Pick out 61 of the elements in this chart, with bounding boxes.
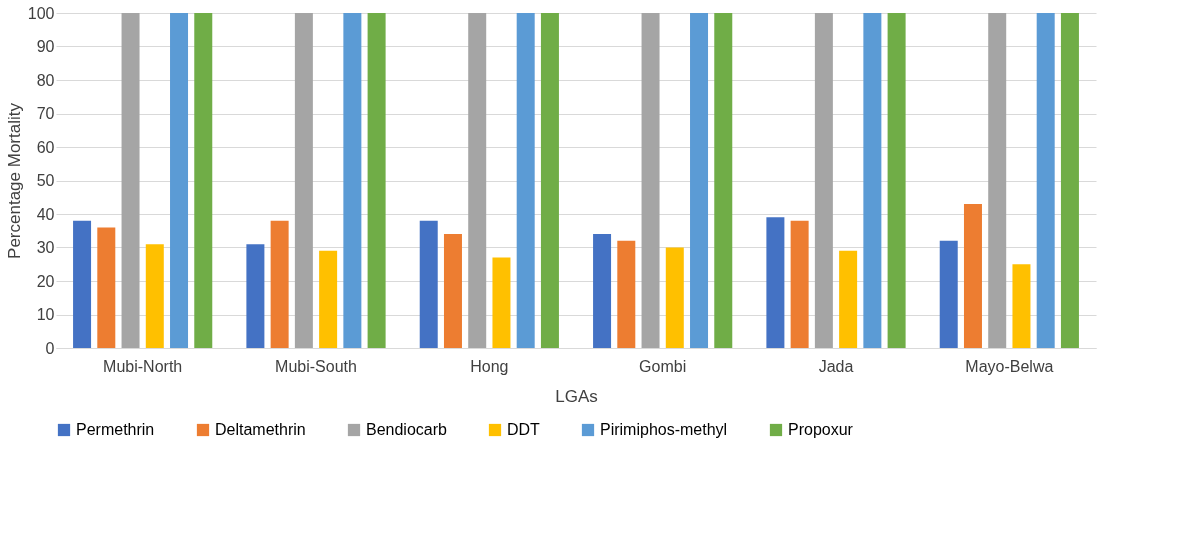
bar [766,217,785,348]
bar [73,220,92,348]
y-tick-label: 60 [36,138,55,156]
y-tick-label: 50 [36,172,55,189]
y-tick-label: 10 [36,306,55,323]
x-tick-label: Gombi [639,357,687,375]
bar [343,13,362,348]
x-tick-label: Mubi-North [103,357,183,375]
bar [443,234,462,348]
bar [492,257,511,348]
x-axis-title: LGAs [555,386,598,406]
y-tick-label: 20 [36,272,55,290]
bar [939,240,958,348]
bar [790,220,809,348]
legend-label: Deltamethrin [215,421,306,438]
bar [1012,264,1031,348]
bar [963,203,982,348]
legend-label: Propoxur [788,421,854,438]
bar [319,250,338,348]
bar [617,240,636,348]
bar [419,220,438,348]
bar [246,244,265,348]
legend-label: Bendiocarb [366,421,448,438]
bar [593,234,612,348]
y-tick-label: 100 [27,4,55,22]
legend-label: Permethrin [76,421,155,438]
bar [540,13,559,348]
bar [863,13,882,348]
bar [270,220,289,348]
bar [97,227,116,348]
bar [1036,13,1055,348]
bar [468,13,487,348]
bar [516,13,535,348]
x-tick-label: Mayo-Belwa [965,357,1054,375]
bar [121,13,140,348]
bar [814,13,833,348]
y-tick-label: 80 [36,71,55,89]
bar [887,13,906,348]
y-tick-label: 70 [36,105,55,122]
bar [194,13,213,348]
legend-label: DDT [507,421,541,438]
bar [690,13,709,348]
y-tick-label: 30 [36,239,55,256]
x-tick-label: Hong [470,357,509,375]
bar [145,244,164,348]
y-tick-label: 0 [45,339,55,357]
y-tick-label: 40 [36,205,55,223]
bar [294,13,313,348]
bar [839,250,858,348]
bar [170,13,189,348]
bar [641,13,660,348]
x-tick-label: Mubi-South [275,357,357,375]
bar [367,13,386,348]
x-tick-label: Jada [818,357,854,375]
legend-label: Pirimiphos-methyl [600,421,728,438]
bar [714,13,733,348]
y-axis-title: Percentage Mortality [4,102,24,259]
bar [665,247,684,348]
bar [988,13,1007,348]
bar [1060,13,1079,348]
y-tick-label: 90 [36,38,55,55]
